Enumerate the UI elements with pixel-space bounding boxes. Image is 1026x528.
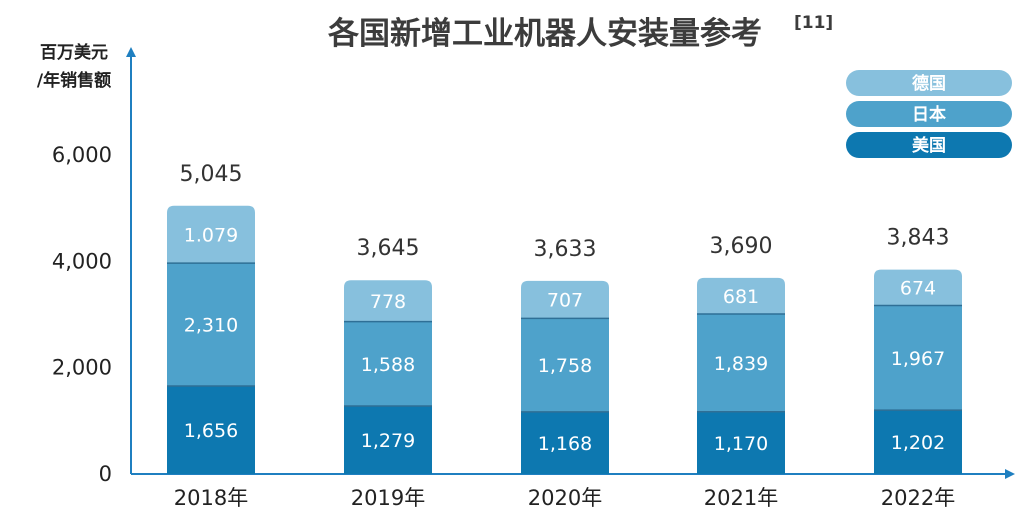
legend-swatch bbox=[846, 101, 1012, 127]
data-label: 1,839 bbox=[714, 353, 768, 375]
x-tick-label: 2021年 bbox=[704, 486, 778, 510]
data-label: 1,202 bbox=[891, 432, 945, 454]
x-ticks: 2018年 2019年 2020年 2021年 2022年 bbox=[174, 486, 955, 510]
data-label: 1,758 bbox=[538, 355, 592, 377]
bar-segment bbox=[697, 314, 785, 412]
data-label: 778 bbox=[370, 291, 406, 313]
total-label: 3,843 bbox=[887, 226, 950, 251]
bars: 1,6562,3101.0795,0451,2791,5887783,6451,… bbox=[167, 162, 962, 474]
x-tick-label: 2018年 bbox=[174, 486, 248, 510]
data-label: 2,310 bbox=[184, 315, 238, 337]
y-tick-label: 0 bbox=[99, 462, 112, 486]
x-tick-label: 2019年 bbox=[351, 486, 425, 510]
legend-item: 美国 bbox=[846, 132, 1012, 158]
legend-item: 德国 bbox=[846, 70, 1012, 96]
y-tick-label: 6,000 bbox=[52, 143, 112, 167]
bar-group: 1,168 1,758 707 3,633 bbox=[521, 237, 609, 474]
legend-label: 日本 bbox=[912, 104, 946, 125]
data-label: 674 bbox=[900, 278, 936, 300]
bar-segment bbox=[167, 263, 255, 386]
y-tick-label: 4,000 bbox=[52, 249, 112, 273]
bar-segment bbox=[521, 280, 609, 319]
bar-segment bbox=[697, 411, 785, 474]
bar-segment bbox=[344, 405, 432, 474]
data-label: 1,967 bbox=[891, 348, 945, 370]
bar-segment bbox=[874, 269, 962, 306]
legend-label: 美国 bbox=[912, 135, 946, 156]
x-tick-label: 2020年 bbox=[528, 486, 602, 510]
legend-item: 日本 bbox=[846, 101, 1012, 127]
bar-segment bbox=[874, 410, 962, 474]
data-label: 1.079 bbox=[184, 224, 238, 246]
chart-title: 各国新增工业机器人安装量参考 bbox=[327, 16, 762, 52]
bar-segment bbox=[697, 277, 785, 315]
data-label: 707 bbox=[547, 290, 583, 312]
total-label: 3,633 bbox=[534, 237, 597, 262]
bar-group: 1,656 2,310 1.079 5,045 bbox=[167, 162, 255, 474]
bar-group: 1,202 1,967 674 3,843 bbox=[874, 226, 962, 474]
total-label: 5,045 bbox=[180, 162, 243, 187]
y-axis-unit-line2: /年销售额 bbox=[37, 70, 111, 91]
bar-segment bbox=[167, 205, 255, 264]
bar-group: 1,279 1,588 778 3,645 bbox=[344, 236, 432, 474]
y-axis-unit-line1: 百万美元 bbox=[40, 42, 108, 63]
data-label: 1,168 bbox=[538, 433, 592, 455]
bar-segment bbox=[874, 305, 962, 411]
legend-label: 德国 bbox=[912, 73, 946, 94]
y-tick-label: 2,000 bbox=[52, 356, 112, 380]
legend-swatch bbox=[846, 70, 1012, 96]
bar-segment bbox=[521, 411, 609, 474]
data-label: 1,588 bbox=[361, 354, 415, 376]
total-label: 3,645 bbox=[357, 236, 420, 261]
y-ticks: 0 2,000 4,000 6,000 bbox=[52, 143, 112, 486]
data-label: 1,656 bbox=[184, 420, 238, 442]
total-label: 3,690 bbox=[710, 234, 773, 259]
bar-segment bbox=[344, 321, 432, 406]
legend-swatch bbox=[846, 132, 1012, 158]
chart-title-reference: [11] bbox=[794, 13, 833, 33]
data-label: 681 bbox=[723, 286, 759, 308]
bar-segment bbox=[167, 385, 255, 474]
data-label: 1,279 bbox=[361, 430, 415, 452]
bar-segment bbox=[521, 318, 609, 412]
x-tick-label: 2022年 bbox=[881, 486, 955, 510]
bar-segment bbox=[344, 280, 432, 322]
bar-group: 1,170 1,839 681 3,690 bbox=[697, 234, 785, 474]
data-label: 1,170 bbox=[714, 433, 768, 455]
